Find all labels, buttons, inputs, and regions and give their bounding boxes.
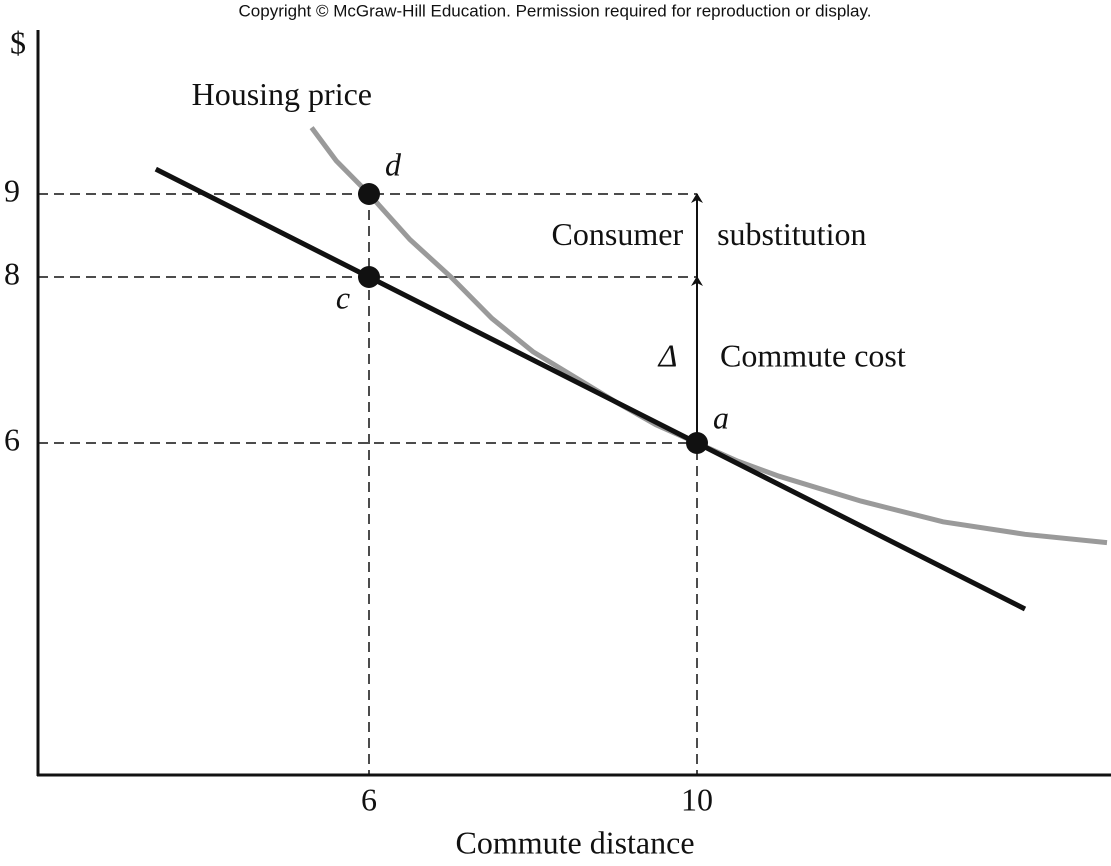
point (686, 432, 708, 454)
point-label: a (713, 399, 729, 435)
point (358, 183, 380, 205)
annotation: Commute cost (720, 337, 906, 373)
point-label: c (336, 279, 350, 315)
y-tick-label: 8 (4, 255, 20, 291)
x-tick-label: 10 (681, 781, 713, 817)
y-tick-label: 9 (4, 172, 20, 208)
y-axis-label: $ (10, 24, 26, 60)
x-tick-label: 6 (361, 781, 377, 817)
copyright-note: Copyright © McGraw-Hill Education. Permi… (239, 1, 872, 20)
point (358, 266, 380, 288)
point-label: d (385, 146, 402, 182)
x-axis-label: Commute distance (455, 824, 694, 860)
series-label: Housing price (192, 76, 372, 112)
y-tick-label: 6 (4, 421, 20, 457)
line-series (154, 166, 1027, 612)
annotation: Consumer substitution (552, 216, 867, 252)
line-series (309, 126, 1108, 546)
annotation: Δ (657, 337, 678, 373)
